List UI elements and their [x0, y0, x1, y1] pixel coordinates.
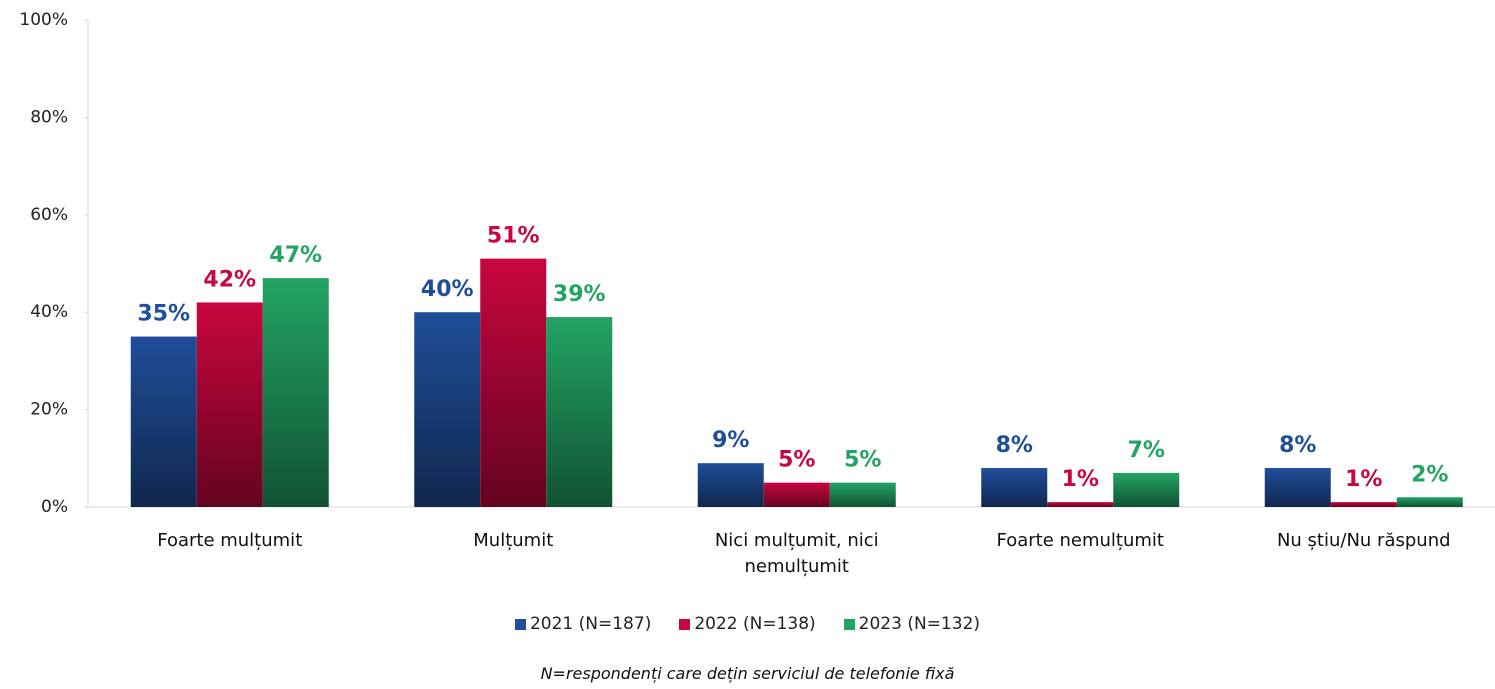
- legend-item: 2022 (N=138): [679, 614, 816, 634]
- y-tick-label: 20%: [30, 400, 68, 420]
- bar: [1113, 472, 1180, 507]
- legend-label: 2021 (N=187): [529, 614, 652, 634]
- y-tick-label: 0%: [41, 497, 68, 517]
- bar: [546, 317, 613, 507]
- legend-label: 2023 (N=132): [858, 614, 981, 634]
- x-tick-label: Foarte nemulțumit: [996, 530, 1165, 551]
- bar: [1330, 502, 1397, 507]
- bar: [130, 336, 197, 507]
- data-label: 35%: [137, 302, 190, 327]
- data-label: 2%: [1411, 462, 1448, 487]
- data-label: 47%: [269, 243, 322, 268]
- data-label: 39%: [553, 282, 606, 307]
- data-label: 1%: [1345, 467, 1382, 492]
- data-label: 8%: [1279, 433, 1316, 458]
- y-tick-label: 60%: [30, 205, 68, 225]
- footnote: N=respondenți care dețin serviciul de te…: [540, 664, 955, 683]
- data-label: 5%: [778, 448, 815, 473]
- y-tick-label: 40%: [30, 302, 68, 322]
- y-tick-label: 80%: [30, 107, 68, 127]
- bar: [196, 302, 263, 507]
- bar: [1264, 468, 1331, 507]
- legend-item: 2021 (N=187): [514, 614, 652, 634]
- x-tick-label: Nu știu/Nu răspund: [1276, 530, 1451, 551]
- legend: 2021 (N=187) 2022 (N=138) 2023 (N=132): [0, 614, 1495, 634]
- x-tick-label: Foarte mulțumit: [157, 530, 303, 551]
- data-label: 1%: [1062, 467, 1099, 492]
- legend-swatch: [514, 618, 526, 630]
- legend-item: 2023 (N=132): [843, 614, 981, 634]
- data-label: 8%: [996, 433, 1033, 458]
- data-label: 7%: [1128, 438, 1165, 463]
- bar: [1396, 497, 1463, 507]
- bar: [981, 468, 1048, 507]
- data-label: 9%: [712, 428, 749, 453]
- data-label: 42%: [203, 267, 256, 292]
- legend-swatch: [679, 618, 691, 630]
- bar: [480, 258, 547, 507]
- bar: [1047, 502, 1114, 507]
- x-tick-label: Nici mulțumit, nici nemulțumit: [714, 530, 879, 577]
- bar: [262, 278, 329, 507]
- data-label: 5%: [844, 448, 881, 473]
- data-label: 40%: [421, 277, 474, 302]
- bar: [414, 312, 481, 507]
- legend-label: 2022 (N=138): [694, 614, 816, 634]
- bar: [829, 482, 896, 507]
- bar: [697, 463, 764, 507]
- x-tick-label: Mulțumit: [473, 530, 554, 551]
- plot: 0% 20% 40% 60% 80% 100% 35% 42% 47% 40% 51% 39% 9% 5%…: [19, 10, 1495, 517]
- data-label: 51%: [487, 224, 540, 249]
- y-tick-label: 100%: [19, 10, 68, 30]
- legend-swatch: [843, 618, 855, 630]
- bar: [763, 482, 830, 507]
